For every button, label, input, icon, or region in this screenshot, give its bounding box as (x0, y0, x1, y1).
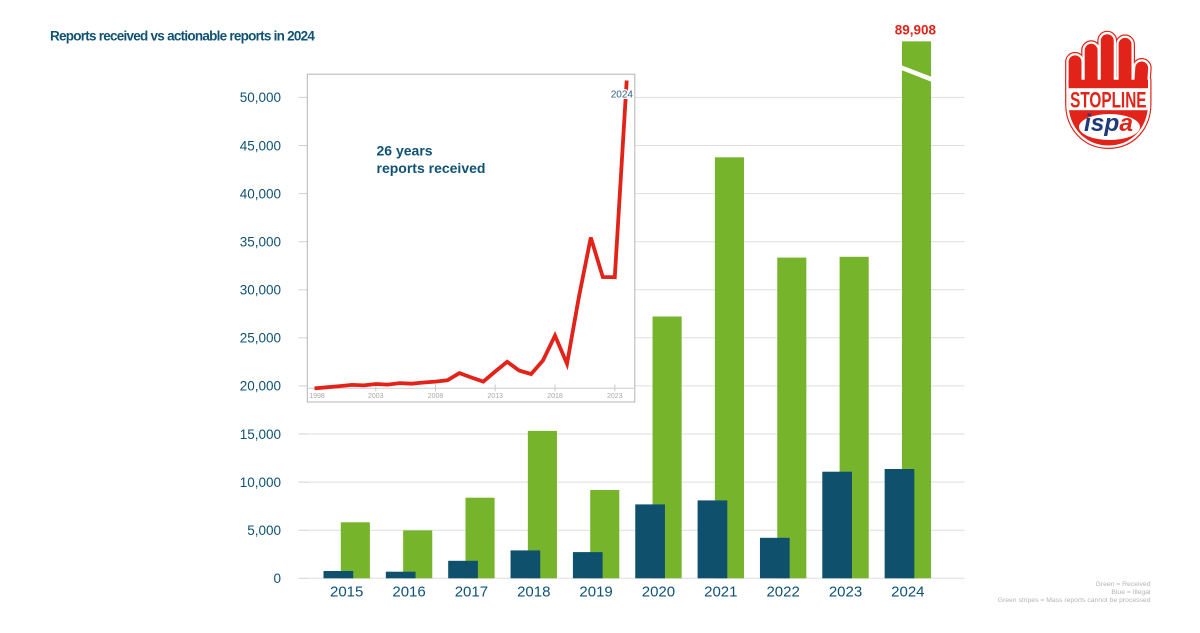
svg-text:2008: 2008 (428, 393, 444, 400)
svg-text:2024: 2024 (611, 89, 634, 100)
svg-text:reports received: reports received (377, 160, 486, 176)
svg-text:45,000: 45,000 (240, 138, 281, 153)
svg-text:2023: 2023 (829, 584, 862, 601)
svg-text:2019: 2019 (579, 584, 612, 601)
svg-text:2003: 2003 (368, 393, 384, 400)
svg-text:20,000: 20,000 (240, 379, 281, 394)
svg-text:Green stripes = Mass reports c: Green stripes = Mass reports cannot be p… (998, 597, 1151, 604)
svg-text:2016: 2016 (392, 584, 425, 601)
svg-text:STOPLINE: STOPLINE (1070, 87, 1146, 112)
svg-text:10,000: 10,000 (240, 475, 281, 490)
svg-text:5,000: 5,000 (247, 523, 281, 538)
svg-text:2021: 2021 (704, 584, 737, 601)
svg-text:2018: 2018 (517, 584, 550, 601)
svg-text:2013: 2013 (487, 393, 503, 400)
svg-text:50,000: 50,000 (240, 90, 281, 105)
svg-text:ispa: ispa (1084, 110, 1133, 137)
svg-text:Reports received vs actionable: Reports received vs actionable reports i… (50, 28, 315, 43)
svg-text:2020: 2020 (642, 584, 675, 601)
svg-text:26 years: 26 years (377, 143, 433, 159)
svg-text:40,000: 40,000 (240, 186, 281, 201)
svg-text:0: 0 (273, 571, 281, 586)
svg-text:Green = Received: Green = Received (1096, 581, 1151, 588)
svg-text:2023: 2023 (607, 393, 623, 400)
svg-text:1998: 1998 (309, 393, 325, 400)
svg-text:25,000: 25,000 (240, 331, 281, 346)
svg-text:15,000: 15,000 (240, 427, 281, 442)
svg-text:Blue = Illegal: Blue = Illegal (1111, 589, 1151, 596)
svg-text:30,000: 30,000 (240, 283, 281, 298)
svg-text:2024: 2024 (891, 584, 924, 601)
svg-text:2022: 2022 (766, 584, 799, 601)
svg-text:35,000: 35,000 (240, 235, 281, 250)
svg-text:2018: 2018 (547, 393, 563, 400)
svg-text:2017: 2017 (455, 584, 488, 601)
svg-text:2015: 2015 (330, 584, 363, 601)
svg-text:89,908: 89,908 (895, 23, 937, 38)
